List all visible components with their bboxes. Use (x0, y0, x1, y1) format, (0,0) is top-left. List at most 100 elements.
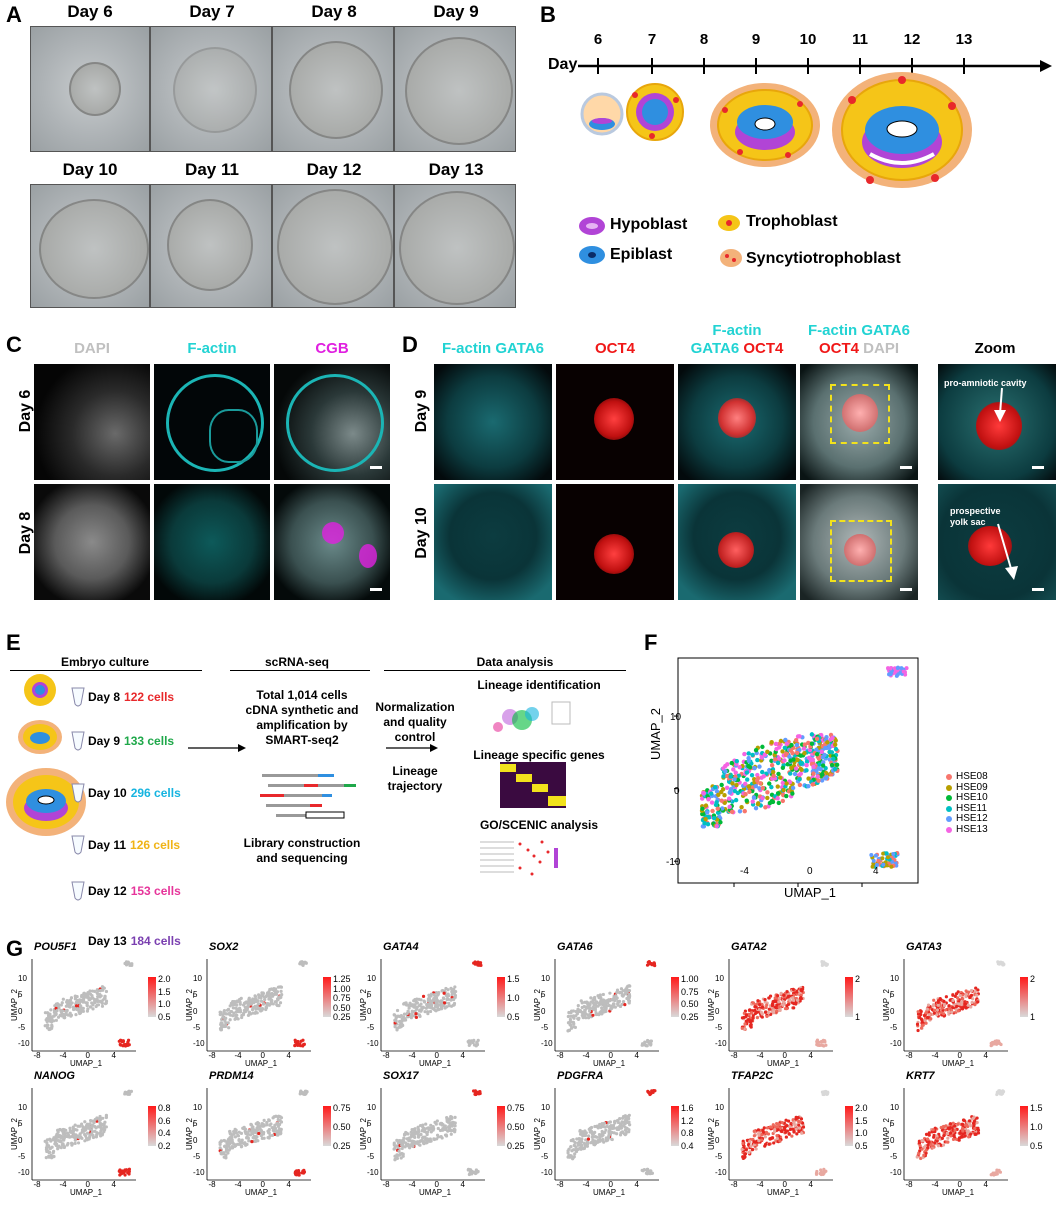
feature-point (234, 1131, 238, 1135)
feature-point (797, 1123, 801, 1127)
feature-point (924, 1149, 928, 1153)
feature-point (104, 989, 109, 994)
umap-point (718, 820, 723, 825)
feature-point (395, 1008, 400, 1013)
umap-point (767, 781, 772, 786)
feature-point (301, 1042, 306, 1047)
channel-label: F-actin GATA6 (442, 340, 544, 357)
feature-point (123, 1090, 127, 1095)
feature-point (95, 988, 99, 992)
feature-point (450, 990, 454, 994)
feature-point (952, 1133, 956, 1138)
feature-point (615, 990, 619, 994)
feature-point (822, 1090, 826, 1094)
normalization-description: Normalization and quality control (370, 700, 460, 745)
panel-b-label: B (540, 2, 556, 27)
feature-point (603, 1007, 607, 1011)
feature-point (88, 1122, 92, 1126)
feature-point (83, 1139, 87, 1143)
feature-point (265, 1123, 269, 1127)
feature-point (787, 1119, 791, 1123)
umap-point (763, 805, 768, 810)
feature-point (747, 1018, 751, 1022)
feature-point (627, 1128, 631, 1132)
x-tick-label: 4 (983, 1051, 988, 1060)
umap-point (780, 780, 786, 786)
feature-point (917, 1139, 921, 1143)
feature-point (566, 1014, 570, 1019)
tube-icon (71, 687, 85, 707)
feature-point (775, 1009, 779, 1013)
feature-point (276, 1124, 280, 1128)
feature-point (971, 997, 975, 1001)
feature-point (61, 1135, 65, 1139)
feature-point (753, 1011, 757, 1016)
feature-point (975, 1116, 979, 1120)
umap-point (871, 858, 876, 863)
colorbar-label: 0.4 (158, 1128, 171, 1139)
feature-point (595, 1135, 599, 1139)
legend-epiblast: Epiblast (610, 246, 673, 263)
feature-point (750, 1011, 754, 1015)
feature-point (270, 991, 274, 996)
row-label-day6: Day 6 (17, 389, 34, 433)
feature-point (799, 993, 803, 997)
umap-point (737, 809, 743, 814)
feature-point (740, 1147, 744, 1152)
y-tick-label: 10 (715, 1102, 724, 1112)
feature-point (573, 1140, 577, 1145)
feature-point (409, 1016, 413, 1020)
umap-point (742, 781, 748, 787)
feature-point (764, 1005, 768, 1010)
feature-point (779, 991, 783, 995)
channel-label-cgb: CGB (315, 340, 349, 357)
feature-point (76, 1141, 81, 1145)
day-label: Day 6 (67, 2, 113, 21)
y-tick-label: 10 (541, 973, 550, 983)
feature-point (777, 1000, 781, 1004)
feature-point (748, 1139, 752, 1144)
feature-point (94, 1135, 99, 1139)
feature-point (955, 996, 960, 1000)
umap-point (782, 745, 788, 751)
feature-point (437, 990, 441, 995)
feature-point (249, 1123, 254, 1127)
feature-point (824, 1043, 828, 1047)
fluorescence-image (274, 484, 390, 600)
feature-point (449, 986, 453, 990)
feature-point (765, 1014, 769, 1019)
feature-point (219, 1028, 224, 1032)
feature-point (98, 999, 102, 1004)
y-tick-label: -10 (541, 1168, 553, 1178)
feature-point (781, 1002, 785, 1007)
feature-point (601, 1137, 605, 1142)
x-tick-label: 0 (260, 1051, 265, 1060)
feature-point (273, 1000, 278, 1004)
feature-point (621, 1114, 626, 1119)
feature-point (758, 1003, 762, 1007)
feature-point (51, 1151, 55, 1155)
feature-point (261, 1131, 265, 1135)
feature-point (961, 1132, 965, 1136)
feature-point (648, 1039, 652, 1044)
feature-point (228, 1004, 232, 1008)
feature-point (966, 1130, 971, 1135)
cell-count-row: Day 8 122 cells (88, 690, 174, 704)
feature-point (955, 1004, 959, 1008)
channel-label: F-actin GATA6 (808, 322, 910, 339)
feature-point (127, 1169, 131, 1174)
y-tick-label: -10 (193, 1168, 205, 1178)
feature-point (415, 1007, 419, 1011)
feature-point (646, 1171, 650, 1175)
feature-point (590, 1130, 594, 1134)
feature-point (122, 1043, 126, 1047)
feature-point (126, 1040, 130, 1044)
feature-point (820, 960, 824, 964)
feature-point (422, 1141, 426, 1146)
feature-point (43, 1011, 48, 1015)
y-tick-label: 5 (715, 1119, 720, 1129)
x-axis-label: UMAP_1 (245, 1188, 278, 1197)
colorbar (323, 977, 331, 1017)
umap-point (735, 790, 741, 796)
umap-point (760, 785, 766, 791)
